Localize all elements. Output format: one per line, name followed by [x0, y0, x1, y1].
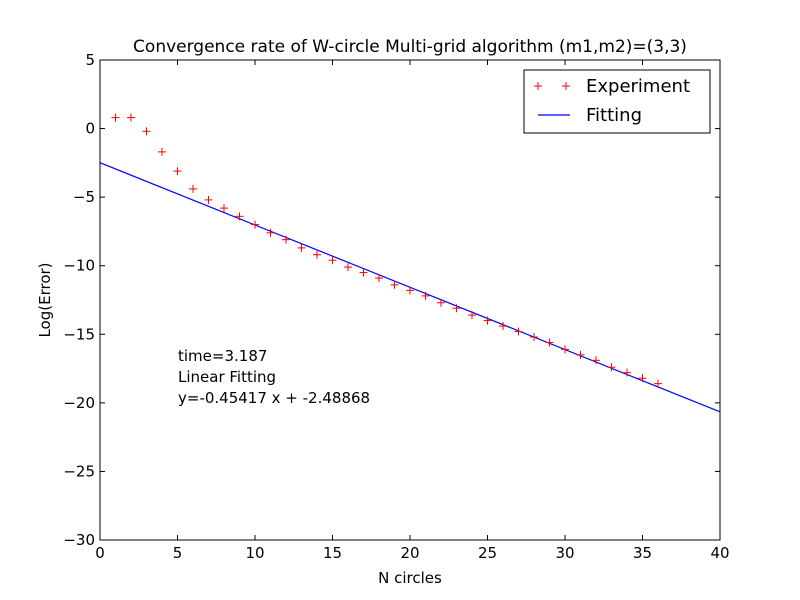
experiment-point: [282, 235, 290, 244]
experiment-point: [328, 256, 337, 265]
experiment-point: [483, 316, 492, 325]
y-tick-label: −5: [73, 188, 95, 206]
x-axis-label: N circles: [378, 569, 442, 587]
y-tick-label: 5: [85, 51, 95, 69]
annotation-equation: y=-0.45417 x + -2.48868: [178, 389, 370, 407]
experiment-point: [514, 327, 523, 336]
experiment-point: [251, 220, 259, 229]
experiment-point: [623, 368, 631, 377]
x-tick-label: 10: [245, 544, 264, 562]
annotation-method: Linear Fitting: [178, 368, 276, 386]
experiment-point: [468, 311, 476, 320]
experiment-point: [437, 298, 445, 307]
experiment-point: [297, 243, 306, 252]
x-tick-label: 40: [710, 544, 729, 562]
experiment-point: [607, 363, 616, 372]
experiment-point: [359, 268, 368, 277]
legend-label-fitting: Fitting: [586, 105, 642, 126]
y-tick-label: −10: [63, 257, 95, 275]
x-tick-label: 25: [478, 544, 497, 562]
legend-box: [523, 69, 711, 134]
x-tick-label: 5: [173, 544, 183, 562]
experiment-point: [266, 228, 275, 237]
experiment-point: [158, 147, 166, 156]
experiment-point: [235, 212, 244, 221]
experiment-point: [313, 250, 321, 259]
experiment-point: [390, 280, 399, 289]
legend-label-experiment: Experiment: [586, 76, 690, 97]
legend-marker-experiment: [534, 82, 570, 90]
experiment-point: [204, 195, 213, 204]
chart-title: Convergence rate of W-circle Multi-grid …: [133, 37, 687, 57]
x-tick-label: 35: [633, 544, 652, 562]
axis-ticks: 0 5 10 15 20 25 30 35 40 5 0 −5 −10 −15 −20 −25 −30: [63, 51, 729, 562]
experiment-point: [375, 274, 383, 283]
fit-annotation: time=3.187 Linear Fitting y=-0.45417 x +…: [178, 347, 370, 407]
experiment-point: [189, 184, 197, 193]
experiment-point: [592, 356, 600, 365]
y-tick-label: 0: [85, 120, 95, 138]
experiment-point: [638, 374, 647, 383]
experiment-point: [173, 167, 182, 176]
y-tick-label: −20: [63, 394, 95, 412]
annotation-time: time=3.187: [178, 347, 267, 365]
experiment-point: [530, 333, 538, 342]
legend: Experiment Fitting: [523, 69, 711, 134]
x-tick-label: 30: [555, 544, 574, 562]
experiment-point: [545, 338, 554, 347]
x-tick-label: 20: [400, 544, 419, 562]
experiment-point: [576, 350, 585, 359]
y-tick-label: −25: [63, 462, 95, 480]
experiment-point: [421, 291, 430, 300]
experiment-point: [220, 204, 228, 213]
experiment-point: [499, 322, 507, 331]
plot-area: [99, 113, 721, 413]
experiment-point: [142, 127, 151, 136]
x-tick-label: 15: [323, 544, 342, 562]
experiment-point: [127, 113, 135, 122]
y-tick-label: −30: [63, 531, 95, 549]
experiment-point: [406, 286, 414, 295]
experiment-point: [344, 263, 352, 272]
y-axis-label: Log(Error): [36, 262, 54, 337]
experiment-point: [452, 304, 461, 313]
y-tick-label: −15: [63, 325, 95, 343]
experiment-point: [111, 113, 120, 122]
experiment-point: [654, 379, 662, 388]
x-tick-label: 0: [95, 544, 105, 562]
experiment-point: [561, 345, 569, 354]
